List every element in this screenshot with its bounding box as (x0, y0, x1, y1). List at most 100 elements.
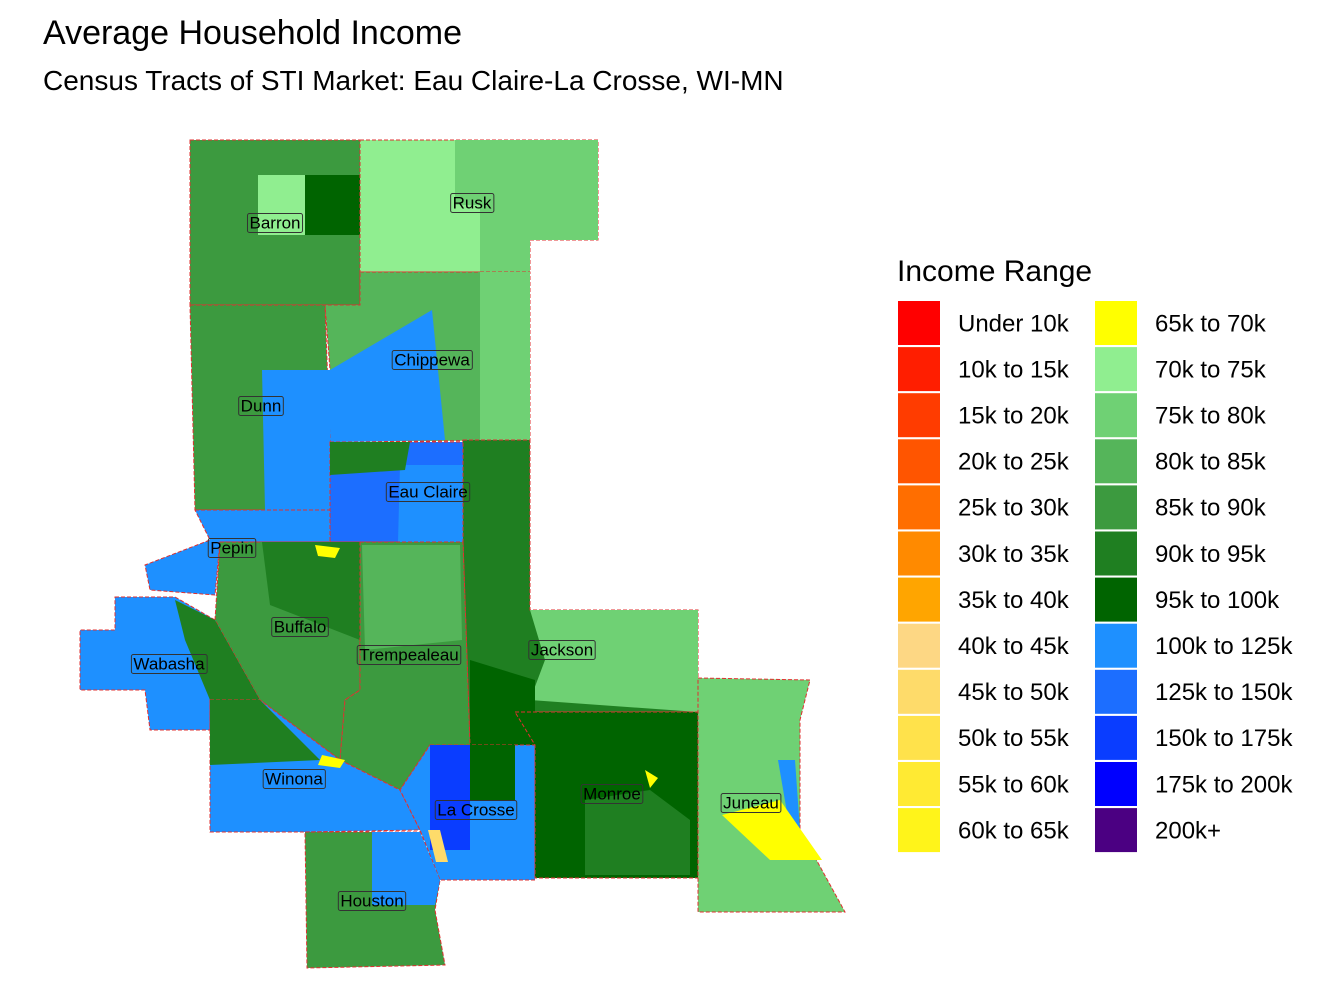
tract (480, 272, 530, 440)
county-label: Buffalo (274, 617, 327, 636)
tract (362, 545, 462, 650)
county-label: Jackson (531, 640, 593, 659)
legend-label: 25k to 30k (958, 495, 1070, 522)
county-labels: Barron Rusk Chippewa Dunn Eau Claire Pep… (130, 192, 782, 911)
county-label-box (238, 395, 284, 416)
county-label: Barron (249, 213, 300, 232)
county-label: Chippewa (394, 350, 470, 369)
title: Average Household Income (43, 14, 462, 52)
county-label-box (207, 537, 257, 558)
tract (262, 370, 330, 510)
tract (470, 745, 515, 800)
legend-label: 40k to 45k (958, 633, 1070, 660)
county-label: Monroe (583, 784, 641, 803)
legend-label: 70k to 75k (1155, 356, 1267, 383)
legend-label: 20k to 25k (958, 449, 1070, 476)
tract (530, 610, 698, 712)
county-label-box (580, 783, 644, 804)
county-label: Eau Claire (388, 482, 467, 501)
legend-swatch (898, 577, 940, 622)
legend-label: 30k to 35k (958, 541, 1070, 568)
legend-label: 125k to 150k (1155, 679, 1293, 706)
legend-swatch (1095, 623, 1137, 668)
county-label-box (528, 639, 596, 660)
legend-swatch (898, 762, 940, 806)
legend-swatch (1095, 669, 1137, 714)
county-shape (144, 509, 331, 596)
tract (398, 465, 463, 542)
legend-swatch (1095, 301, 1137, 345)
tract (258, 175, 305, 235)
legend-label: 10k to 15k (958, 356, 1070, 383)
county-label-box (720, 792, 782, 813)
county-label-box (337, 890, 407, 911)
legend-label: 65k to 70k (1155, 310, 1267, 337)
legend-swatch (1095, 531, 1137, 576)
legend-label: 15k to 20k (958, 403, 1070, 430)
county-label: Wabasha (133, 654, 205, 673)
legend-label: 150k to 175k (1155, 725, 1293, 752)
map (79, 139, 846, 969)
tract (175, 600, 260, 700)
tract (430, 745, 470, 850)
legend-label: 50k to 55k (958, 725, 1070, 752)
tract (318, 755, 345, 768)
county-label-box (434, 799, 518, 820)
legend-label: 35k to 40k (958, 587, 1070, 614)
county-label-box (246, 212, 304, 233)
tract (210, 700, 320, 765)
county-label-box (271, 616, 329, 637)
legend-label: 85k to 90k (1155, 495, 1267, 522)
county-label: La Crosse (437, 800, 514, 819)
tract (372, 832, 440, 905)
subtitle: Census Tracts of STI Market: Eau Claire-… (43, 65, 784, 96)
legend: Under 10k 10k to 15k 15k to 20k 20k to 25k 2… (898, 301, 1293, 853)
tract (330, 442, 410, 475)
legend-swatch (1095, 808, 1137, 853)
legend-title: Income Range (897, 255, 1092, 288)
legend-swatch (1095, 485, 1137, 530)
legend-swatch (1095, 577, 1137, 622)
legend-label: 80k to 85k (1155, 449, 1267, 476)
tract (722, 800, 822, 860)
county-label: Winona (265, 769, 323, 788)
tract (315, 545, 340, 558)
county-label: Rusk (453, 193, 492, 212)
tract (305, 175, 360, 235)
county-label-box (385, 481, 471, 502)
legend-label: 100k to 125k (1155, 633, 1293, 660)
legend-label: 55k to 60k (958, 771, 1070, 798)
legend-swatch (898, 623, 940, 668)
tract (330, 310, 445, 442)
county-label-box (130, 653, 208, 674)
legend-swatch (898, 715, 940, 760)
tract (470, 660, 535, 745)
legend-label: 60k to 65k (958, 817, 1070, 844)
county-label: Houston (340, 891, 403, 910)
legend-label: 95k to 100k (1155, 587, 1280, 614)
legend-label: 175k to 200k (1155, 771, 1293, 798)
county-label: Pepin (210, 538, 253, 557)
legend-swatch (898, 347, 940, 392)
legend-swatch (898, 485, 940, 530)
tract (645, 770, 658, 788)
county-label-box (391, 349, 473, 370)
legend-swatch (898, 393, 940, 438)
legend-swatch (1095, 762, 1137, 806)
legend-swatch (1095, 715, 1137, 760)
county-label: Trempealeau (359, 645, 459, 664)
legend-label: Under 10k (958, 310, 1070, 337)
county-label: Juneau (723, 793, 779, 812)
legend-swatch (1095, 439, 1137, 484)
tract (778, 760, 800, 830)
tract (428, 830, 448, 862)
legend-swatch (898, 808, 940, 853)
legend-label: 90k to 95k (1155, 541, 1267, 568)
county-label-box (450, 192, 495, 213)
legend-swatch (898, 301, 940, 345)
legend-label: 75k to 80k (1155, 403, 1267, 430)
tract (262, 542, 360, 640)
county-label: Dunn (241, 396, 282, 415)
county-label-box (262, 768, 326, 789)
